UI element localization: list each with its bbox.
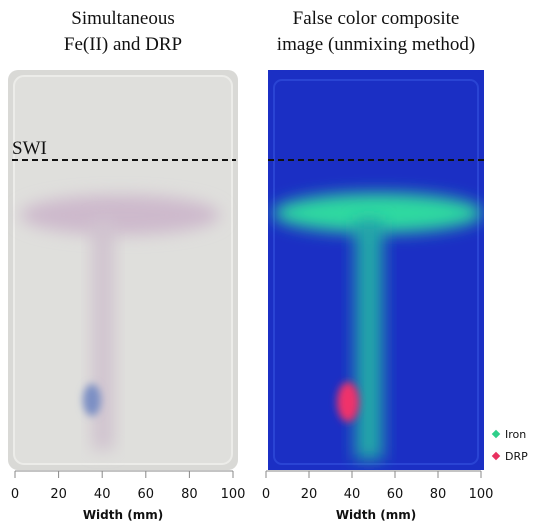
x-tick-label: 20 xyxy=(50,487,67,502)
x-tick-label: 0 xyxy=(262,487,270,502)
x-tick-label: 20 xyxy=(301,487,318,502)
x-tick-label: 100 xyxy=(221,487,246,502)
x-tick-label: 40 xyxy=(94,487,111,502)
x-tick-label: 40 xyxy=(344,487,361,502)
right-image xyxy=(268,70,484,470)
x-tick-label: 80 xyxy=(181,487,198,502)
x-tick-label: 60 xyxy=(387,487,404,502)
x-axis-label: Width (mm) xyxy=(336,508,416,522)
panel-title: False color composite xyxy=(293,8,460,29)
panel-title: Fe(II) and DRP xyxy=(64,34,182,55)
x-tick-label: 100 xyxy=(469,487,494,502)
x-axis-label: Width (mm) xyxy=(83,508,163,522)
left-image xyxy=(8,70,238,470)
x-tick-label: 80 xyxy=(430,487,447,502)
legend-marker xyxy=(491,451,501,461)
legend-label: DRP xyxy=(505,450,528,463)
panel-title: Simultaneous xyxy=(71,8,174,29)
x-tick-label: 0 xyxy=(11,487,19,502)
x-tick-label: 60 xyxy=(138,487,155,502)
panel-title: image (unmixing method) xyxy=(277,34,475,55)
legend-label: Iron xyxy=(505,428,526,441)
swi-label: SWI xyxy=(12,138,47,159)
legend-marker xyxy=(491,429,501,439)
